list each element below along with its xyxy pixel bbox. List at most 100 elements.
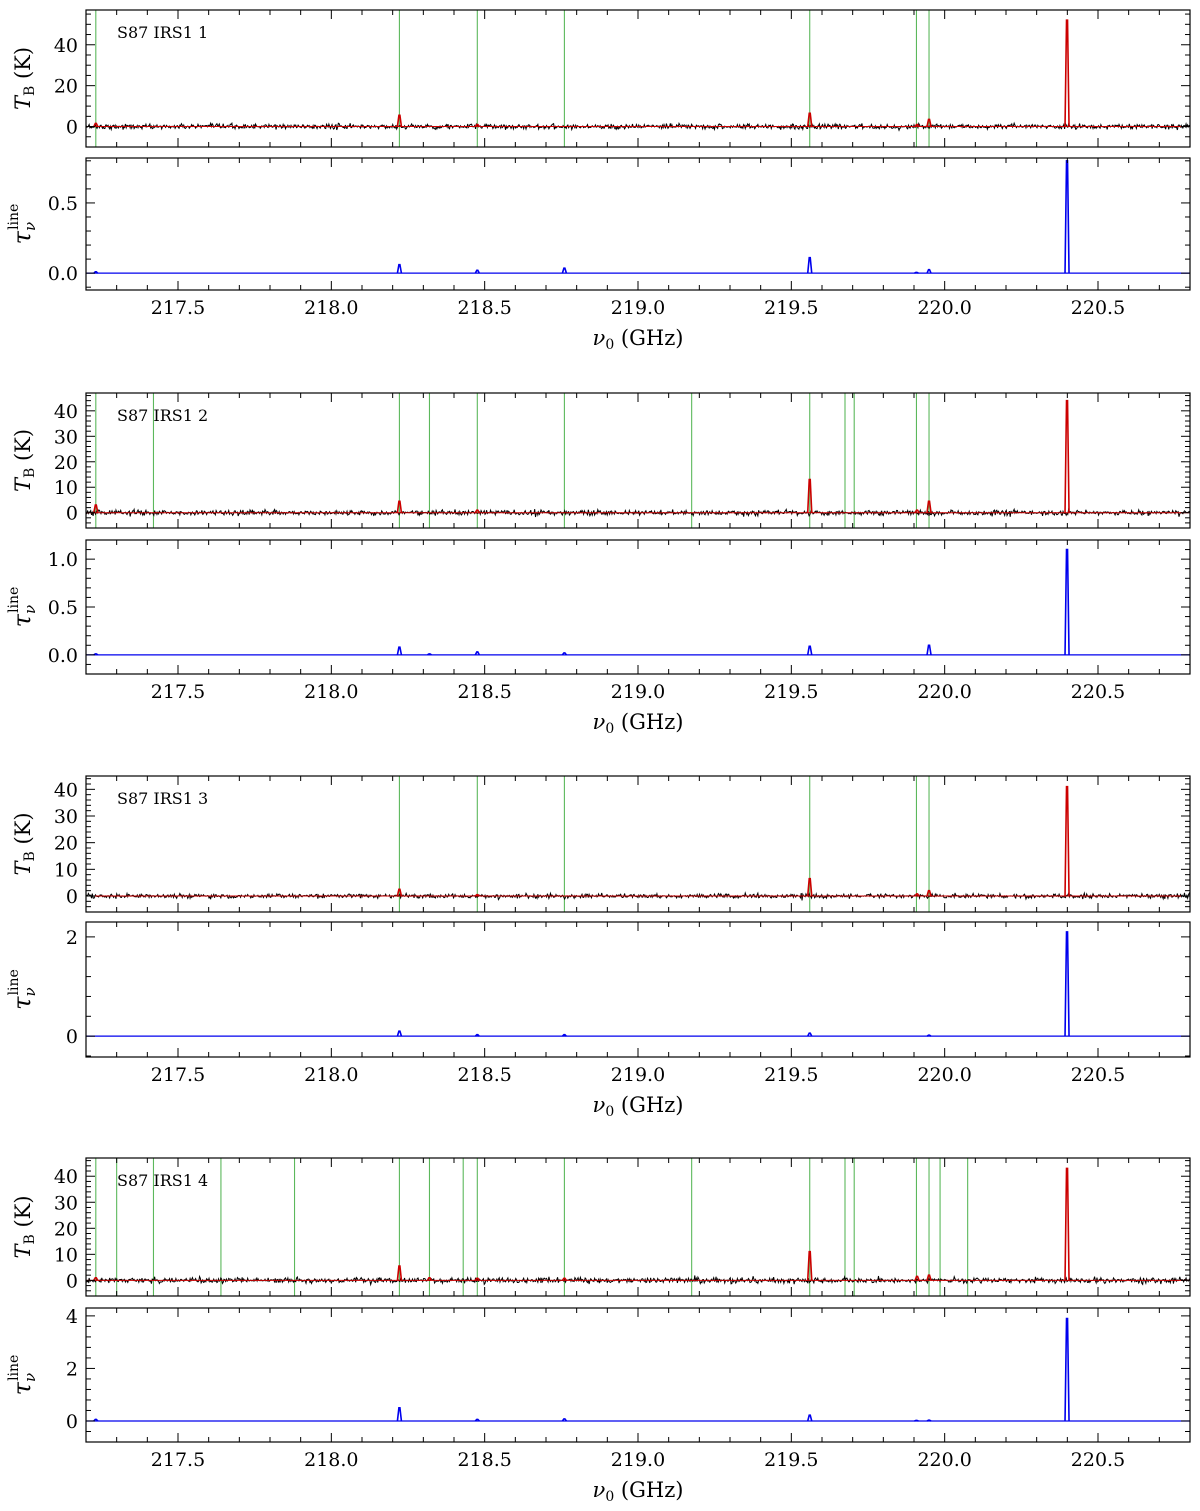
x-tick-label: 220.0 [917, 1449, 971, 1471]
y-tick-label: 30 [54, 1192, 78, 1214]
axes-frame [85, 1307, 1191, 1443]
x-tick-label: 219.0 [611, 297, 665, 319]
model-line [1064, 19, 1070, 127]
y-tick-label: 0 [66, 1026, 78, 1048]
x-tick-label: 217.5 [151, 681, 205, 703]
tau-line [427, 653, 432, 656]
plot-area [86, 931, 1190, 1037]
model-line [93, 504, 99, 513]
tau-line [474, 269, 481, 274]
y-tick-label: 30 [54, 426, 78, 448]
tau-line [474, 1033, 480, 1037]
panel-2-tb-axes: 0 10 20 30 40 TB (K) S87 IRS1 2 [11, 392, 1191, 529]
tau-line [914, 1419, 919, 1422]
x-tick-label: 218.5 [457, 1064, 511, 1086]
plot-area [86, 1317, 1190, 1422]
tau-line [561, 1033, 567, 1037]
model-line [806, 478, 813, 513]
y-tick-label: 40 [54, 401, 78, 423]
tau-line [926, 268, 932, 274]
y-axis-label-tau: τνline [6, 1355, 39, 1396]
plot-area [86, 10, 1190, 147]
tau-line [1064, 160, 1070, 274]
x-tick-label: 218.0 [304, 681, 358, 703]
y-tick-label: 10 [54, 477, 78, 499]
x-tick-label: 219.5 [764, 681, 818, 703]
model-line [396, 500, 403, 513]
x-tick-label: 220.0 [917, 681, 971, 703]
y-axis-label-tb: TB (K) [11, 1195, 38, 1258]
tau-line [807, 1032, 813, 1037]
tau-line [914, 271, 919, 274]
model-line [93, 122, 99, 127]
panel-1-tau-axes: 217.5 218.0 218.5 219.0 219.5 220.0 220.5 0.0 0.… [6, 157, 1191, 319]
tau-line [396, 263, 403, 274]
tau-line [561, 267, 568, 274]
model-line [926, 118, 932, 127]
tau-line [396, 646, 403, 656]
tau-line [806, 1414, 813, 1422]
tau-line [93, 270, 99, 274]
plot-area [86, 548, 1190, 656]
model-line [926, 889, 932, 897]
tau-line [561, 652, 568, 656]
y-tick-label: 1.0 [48, 549, 78, 571]
y-tick-label: 2 [66, 927, 78, 949]
model-line [426, 1276, 433, 1281]
x-tick-label: 217.5 [151, 1064, 205, 1086]
tau-line [926, 1419, 932, 1422]
y-tick-label: 0.5 [48, 597, 78, 619]
y-tick-label: 2 [66, 1358, 78, 1380]
y-tick-label: 0.0 [48, 263, 78, 285]
y-tick-label: 0.0 [48, 645, 78, 667]
tau-line [926, 644, 932, 655]
model-line [806, 877, 813, 897]
plot-area [86, 1158, 1190, 1296]
y-tick-label: 20 [54, 1218, 78, 1240]
panel-title: S87 IRS1 3 [117, 789, 208, 808]
x-tick-label: 218.0 [304, 1064, 358, 1086]
model-line [914, 509, 920, 514]
plot-area [86, 160, 1190, 274]
x-tick-label: 218.5 [457, 681, 511, 703]
y-tick-label: 4 [66, 1306, 78, 1328]
x-tick-label: 218.0 [304, 297, 358, 319]
model-line [396, 114, 403, 127]
y-tick-label: 40 [54, 1166, 78, 1188]
panel-title: S87 IRS1 4 [117, 1171, 208, 1190]
model-line [474, 509, 480, 514]
axes-frame [85, 539, 1191, 675]
observed-spectrum [86, 891, 1190, 901]
y-tick-label: 0.5 [48, 193, 78, 215]
y-tick-label: 20 [54, 76, 78, 98]
x-axis-label: ν0 (GHz) [593, 326, 684, 353]
y-tick-label: 40 [54, 35, 78, 57]
x-tick-label: 219.0 [611, 1064, 665, 1086]
tau-line [474, 1418, 480, 1422]
panel-2-tau-axes: 217.5 218.0 218.5 219.0 219.5 220.0 220.5 0.0 0.… [6, 539, 1191, 703]
tau-line [396, 1407, 403, 1422]
axes-frame [85, 392, 1191, 529]
model-line [1064, 1167, 1070, 1281]
model-line [926, 1274, 932, 1281]
tau-line [1064, 931, 1070, 1037]
tau-line [1064, 548, 1070, 655]
model-line [93, 1276, 99, 1281]
x-tick-label: 217.5 [151, 1449, 205, 1471]
y-tick-label: 0 [66, 503, 78, 525]
y-tick-label: 10 [54, 1244, 78, 1266]
y-axis-label-tau: τνline [6, 204, 39, 245]
tau-line [806, 645, 813, 655]
model-line [926, 500, 932, 513]
model-line [474, 1277, 480, 1281]
model-line [474, 123, 480, 128]
y-axis-label-tau: τνline [6, 587, 39, 628]
model-line [914, 123, 920, 128]
model-line [914, 1275, 920, 1281]
x-tick-label: 220.5 [1071, 681, 1125, 703]
y-tick-label: 0 [66, 886, 78, 908]
observed-spectrum [86, 507, 1190, 518]
x-tick-label: 219.5 [764, 297, 818, 319]
